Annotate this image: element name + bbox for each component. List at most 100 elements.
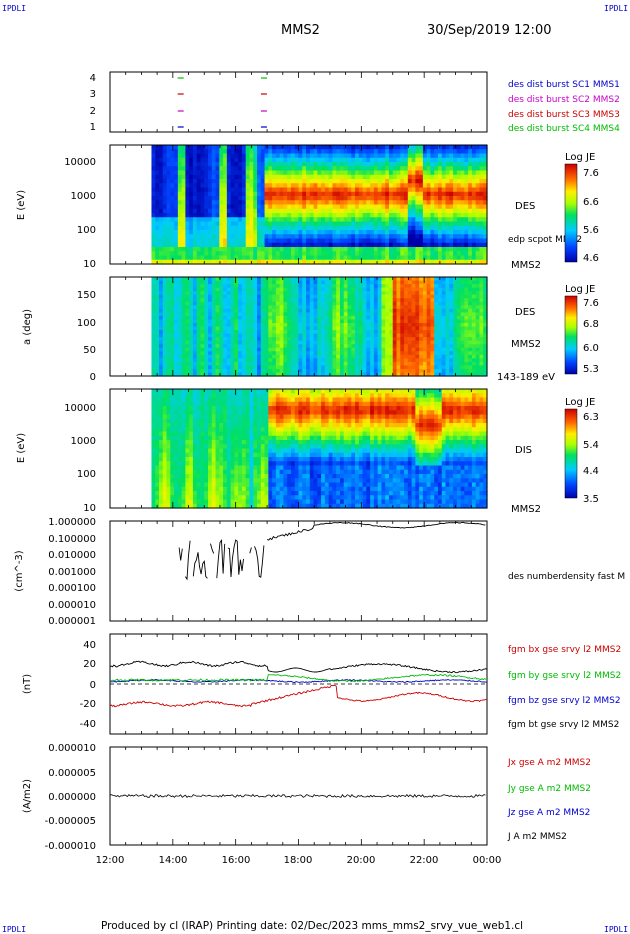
spectrogram-cell	[287, 170, 292, 176]
spectrogram-cell	[479, 354, 484, 359]
spectrogram-cell	[166, 344, 171, 349]
spectrogram-cell	[283, 330, 288, 335]
spectrogram-cell	[287, 308, 292, 313]
spectrogram-cell	[317, 234, 322, 240]
spectrogram-cell	[339, 191, 345, 197]
spectrogram-cell	[166, 284, 171, 289]
spectrogram-cell	[407, 344, 413, 349]
spectrogram-cell	[377, 319, 383, 324]
spectrogram-cell	[471, 365, 477, 370]
spectrogram-cell	[422, 183, 428, 189]
spectrogram-cell	[468, 284, 473, 289]
spectrogram-cell	[317, 361, 322, 366]
spectrogram-cell	[155, 238, 160, 244]
spectrogram-cell	[159, 234, 164, 240]
spectrogram-cell	[279, 305, 285, 310]
spectrogram-cell	[471, 358, 477, 363]
spectrogram-cell	[151, 213, 156, 218]
spectrogram-cell	[170, 347, 175, 352]
spectrogram-cell	[332, 337, 337, 342]
spectrogram-cell	[407, 242, 413, 248]
spectrogram-cell	[174, 358, 179, 363]
spectrogram-cell	[351, 280, 356, 285]
spectrogram-cell	[445, 213, 450, 218]
spectrogram-cell	[215, 315, 220, 321]
spectrogram-cell	[306, 322, 311, 328]
spectrogram-cell	[238, 221, 243, 227]
spectrogram-cell	[230, 358, 236, 363]
spectrogram-cell	[192, 298, 198, 303]
spectrogram-cell	[287, 234, 292, 240]
spectrogram-cell	[185, 308, 190, 313]
spectrogram-cell	[479, 162, 484, 167]
spectrogram-cell	[204, 251, 209, 257]
spectrogram-cell	[415, 301, 420, 306]
spectrogram-cell	[253, 358, 258, 363]
spectrogram-cell	[264, 225, 269, 231]
spectrogram-cell	[159, 284, 164, 289]
spectrogram-cell	[230, 308, 236, 313]
spectrogram-cell	[370, 259, 375, 265]
spectrogram-cell	[279, 333, 285, 338]
spectrogram-cell	[426, 259, 432, 265]
spectrogram-cell	[313, 305, 318, 310]
spectrogram-cell	[275, 340, 281, 345]
spectrogram-cell	[162, 340, 168, 345]
spectrogram-cell	[275, 319, 281, 324]
spectrogram-cell	[324, 319, 330, 324]
spectrogram-cell	[159, 277, 164, 282]
spectrogram-cell	[238, 162, 243, 167]
spectrogram-cell	[445, 326, 450, 331]
spectrogram-cell	[317, 322, 322, 328]
spectrogram-cell	[200, 305, 205, 310]
spectrogram-cell	[196, 225, 202, 231]
spectrogram-cell	[385, 145, 390, 150]
spectrogram-cell	[177, 255, 183, 261]
spectrogram-cell	[355, 247, 360, 252]
spectrogram-cell	[475, 213, 481, 218]
spectrogram-cell	[309, 145, 315, 150]
spectrogram-cell	[407, 183, 413, 189]
spectrogram-cell	[328, 157, 334, 163]
spectrogram-cell	[302, 153, 307, 159]
spectrogram-cell	[453, 365, 458, 370]
spectrogram-cell	[196, 291, 202, 296]
spectrogram-cell	[166, 340, 171, 345]
spectrogram-cell	[306, 204, 311, 210]
spectrogram-cell	[339, 153, 345, 159]
spectrogram-cell	[226, 330, 232, 335]
spectrogram-cell	[200, 234, 205, 240]
spectrogram-cell	[294, 179, 300, 184]
spectrogram-cell	[200, 221, 205, 227]
spectrogram-cell	[460, 179, 465, 184]
spectrogram-cell	[385, 277, 390, 282]
spectrogram-cell	[283, 298, 288, 303]
spectrogram-cell	[211, 242, 217, 248]
spectrogram-cell	[370, 255, 375, 261]
spectrogram-cell	[456, 200, 462, 206]
spectrogram-cell	[411, 242, 416, 248]
spectrogram-cell	[445, 221, 450, 227]
spectrogram-cell	[166, 213, 171, 218]
spectrogram-cell	[260, 204, 266, 210]
spectrogram-cell	[396, 179, 401, 184]
spectrogram-cell	[321, 200, 326, 206]
spectrogram-cell	[185, 277, 190, 282]
spectrogram-cell	[370, 358, 375, 363]
legend-entry-sc3: des dist burst SC3 MMS3	[508, 110, 620, 120]
spectrogram-cell	[422, 291, 428, 296]
spectrogram-cell	[151, 191, 156, 197]
spectrogram-cell	[268, 259, 273, 265]
spectrogram-cell	[483, 221, 488, 227]
spectrogram-cell	[377, 259, 383, 265]
spectrogram-cell	[336, 358, 341, 363]
spectrogram-cell	[272, 291, 277, 296]
spectrogram-cell	[411, 170, 416, 176]
spectrogram-cell	[200, 187, 205, 193]
spectrogram-cell	[426, 354, 432, 359]
spectrogram-cell	[419, 234, 424, 240]
spectrogram-cell	[471, 287, 477, 292]
spectrogram-cell	[275, 234, 281, 240]
spectrogram-cell	[313, 280, 318, 285]
spectrogram-cell	[264, 217, 269, 223]
